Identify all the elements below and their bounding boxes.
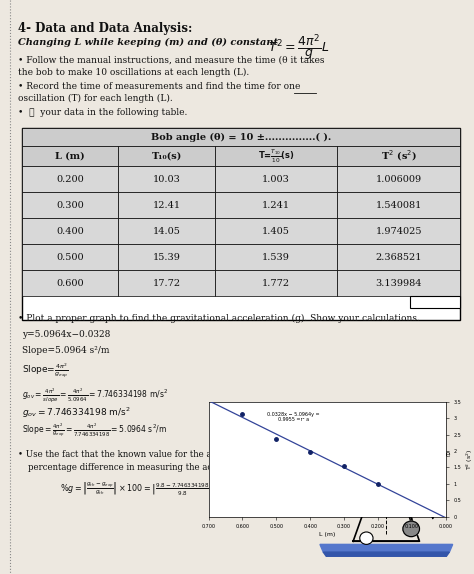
Text: $g_{ov}=\frac{4\pi^2}{slope}=\frac{4\pi^2}{5.0964}=7.746334198\ \mathrm{m/s^2}$: $g_{ov}=\frac{4\pi^2}{slope}=\frac{4\pi^… — [22, 386, 168, 404]
Circle shape — [403, 521, 419, 537]
Text: oscillation (T) for each length (L).: oscillation (T) for each length (L). — [18, 94, 173, 103]
Text: $T^2 = \dfrac{4\pi^2}{g}L$: $T^2 = \dfrac{4\pi^2}{g}L$ — [268, 32, 329, 63]
Text: T$^2$ (s$^2$): T$^2$ (s$^2$) — [381, 149, 417, 164]
Bar — [22, 128, 460, 320]
Text: • Plot a proper graph to find the gravitational acceleration (g). Show your calc: • Plot a proper graph to find the gravit… — [18, 314, 420, 323]
Polygon shape — [323, 552, 449, 557]
Text: Slope$=\frac{4\pi^2}{g_{exp}}=\frac{4\pi^2}{7.746334198}=5.0964\ \mathrm{s^2/m}$: Slope$=\frac{4\pi^2}{g_{exp}}=\frac{4\pi… — [22, 421, 167, 439]
Bar — [337, 166, 460, 192]
Text: $\theta$: $\theta$ — [390, 481, 398, 493]
Text: the bob to make 10 oscillations at each length (L).: the bob to make 10 oscillations at each … — [18, 68, 249, 77]
Bar — [337, 244, 460, 270]
Text: 1.405: 1.405 — [262, 227, 290, 235]
Text: 1.006009: 1.006009 — [375, 174, 422, 184]
X-axis label: L (m): L (m) — [319, 532, 335, 537]
Bar — [337, 218, 460, 244]
Text: • Use the fact that the known value for the acceleration due to gravity is (g = : • Use the fact that the known value for … — [18, 450, 451, 459]
Text: 0.500: 0.500 — [56, 253, 84, 262]
Y-axis label: T$^2$ (s$^2$): T$^2$ (s$^2$) — [465, 448, 474, 470]
Bar — [118, 270, 215, 296]
Text: 1.003: 1.003 — [262, 174, 290, 184]
Bar — [118, 192, 215, 218]
Text: L (m): L (m) — [55, 152, 85, 161]
Bar — [215, 244, 337, 270]
Text: Bob angle (θ) = 10 ±...............( ).: Bob angle (θ) = 10 ±...............( ). — [151, 133, 331, 142]
Text: 1.974025: 1.974025 — [375, 227, 422, 235]
Text: • Record the time of measurements and find the time for one: • Record the time of measurements and fi… — [18, 82, 301, 91]
Bar — [22, 270, 119, 296]
Text: 1.241: 1.241 — [262, 200, 290, 210]
Bar — [22, 244, 119, 270]
Bar — [118, 146, 215, 166]
Text: Changing L while keeping (m) and (θ) constant: Changing L while keeping (m) and (θ) con… — [18, 38, 278, 47]
Text: 1.540081: 1.540081 — [375, 200, 422, 210]
Text: Slope=$\frac{4\pi^2}{g_{exp}}$: Slope=$\frac{4\pi^2}{g_{exp}}$ — [22, 362, 69, 380]
Text: 0.600: 0.600 — [56, 278, 84, 288]
Bar — [215, 218, 337, 244]
Polygon shape — [320, 544, 453, 552]
Text: 1.772: 1.772 — [262, 278, 290, 288]
Text: 10.03: 10.03 — [153, 174, 181, 184]
Bar — [215, 146, 337, 166]
Text: y=5.0964x−0.0328: y=5.0964x−0.0328 — [22, 330, 110, 339]
Text: 12.41: 12.41 — [153, 200, 181, 210]
Bar — [22, 166, 119, 192]
Bar — [215, 166, 337, 192]
Text: • Follow the manual instructions, and measure the time (θ it takes: • Follow the manual instructions, and me… — [18, 56, 325, 65]
Bar — [337, 192, 460, 218]
Text: 14.05: 14.05 — [153, 227, 181, 235]
Text: 4- Data and Data Analysis:: 4- Data and Data Analysis: — [18, 22, 192, 35]
Text: $\%g=\left|\frac{g_{th}-g_{exp}}{g_{th}}\right|\times100=\left|\frac{9.8-7.74633: $\%g=\left|\frac{g_{th}-g_{exp}}{g_{th}}… — [60, 480, 280, 497]
Text: 17.72: 17.72 — [153, 278, 181, 288]
Bar — [215, 270, 337, 296]
Text: 2.368521: 2.368521 — [375, 253, 422, 262]
Bar — [22, 192, 119, 218]
Text: 0.400: 0.400 — [56, 227, 84, 235]
Text: 1.539: 1.539 — [262, 253, 290, 262]
Bar — [337, 146, 460, 166]
Bar — [118, 166, 215, 192]
Circle shape — [360, 532, 373, 544]
Text: 3.139984: 3.139984 — [375, 278, 422, 288]
Bar — [118, 218, 215, 244]
Bar — [118, 244, 215, 270]
Text: T=$\frac{T_{10}}{10}$(s): T=$\frac{T_{10}}{10}$(s) — [258, 148, 294, 165]
Text: L: L — [438, 480, 444, 491]
Text: T₁₀(s): T₁₀(s) — [151, 152, 182, 161]
Bar — [215, 192, 337, 218]
Text: •  ✚  your data in the following table.: • ✚ your data in the following table. — [18, 108, 187, 117]
Text: 15.39: 15.39 — [153, 253, 181, 262]
Bar — [337, 270, 460, 296]
Bar — [22, 218, 119, 244]
Bar — [22, 128, 460, 146]
Bar — [410, 296, 460, 308]
Text: 0.200: 0.200 — [56, 174, 84, 184]
Text: $g_{ov}=$7.746334198 m/s$^2$: $g_{ov}=$7.746334198 m/s$^2$ — [22, 405, 131, 420]
Bar — [22, 146, 119, 166]
Text: 0.300: 0.300 — [56, 200, 84, 210]
Text: 0.0328x − 5.0964y =
0.9955 =r² a: 0.0328x − 5.0964y = 0.9955 =r² a — [267, 412, 319, 422]
Text: Slope=5.0964 s²/m: Slope=5.0964 s²/m — [22, 346, 109, 355]
Text: percentage difference in measuring the acceleration due to gravity.: percentage difference in measuring the a… — [28, 463, 320, 472]
